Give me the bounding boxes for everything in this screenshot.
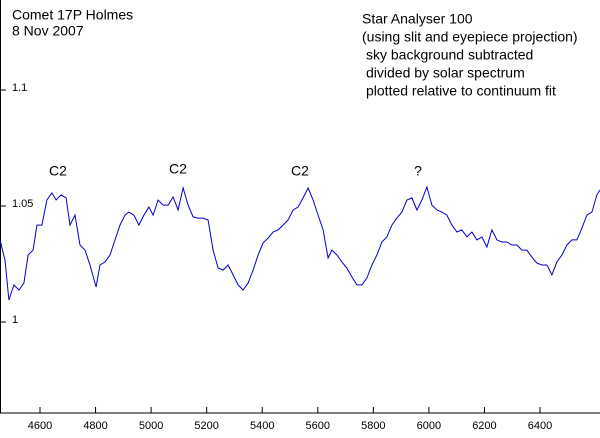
y-tick-label: 1.1 <box>12 82 27 94</box>
chart-note: divided by solar spectrum <box>366 65 525 81</box>
y-tick-label: 1.05 <box>12 198 33 210</box>
x-tick-label: 5000 <box>139 420 163 432</box>
annotation: C2 <box>291 163 309 179</box>
chart-note: sky background subtracted <box>366 47 533 63</box>
annotation: ? <box>414 163 422 179</box>
x-tick-label: 5200 <box>194 420 218 432</box>
x-tick-label: 4800 <box>83 420 107 432</box>
annotation: C2 <box>49 163 67 179</box>
chart-title: Comet 17P Holmes <box>12 7 133 23</box>
x-tick-label: 5400 <box>250 420 274 432</box>
x-tick-label: 5600 <box>306 420 330 432</box>
x-tick-label: 6400 <box>528 420 552 432</box>
spectrum-line <box>0 185 600 301</box>
x-tick-label: 5800 <box>361 420 385 432</box>
x-tick-label: 6200 <box>472 420 496 432</box>
chart-note: Star Analyser 100 <box>362 11 473 27</box>
y-tick-label: 1 <box>12 314 18 326</box>
chart-note: (using slit and eyepiece projection) <box>362 29 578 45</box>
chart-note: plotted relative to continuum fit <box>366 83 556 99</box>
x-tick-label: 4600 <box>28 420 52 432</box>
x-tick-label: 6000 <box>417 420 441 432</box>
chart-title: 8 Nov 2007 <box>12 23 84 39</box>
annotation: C2 <box>169 161 187 177</box>
